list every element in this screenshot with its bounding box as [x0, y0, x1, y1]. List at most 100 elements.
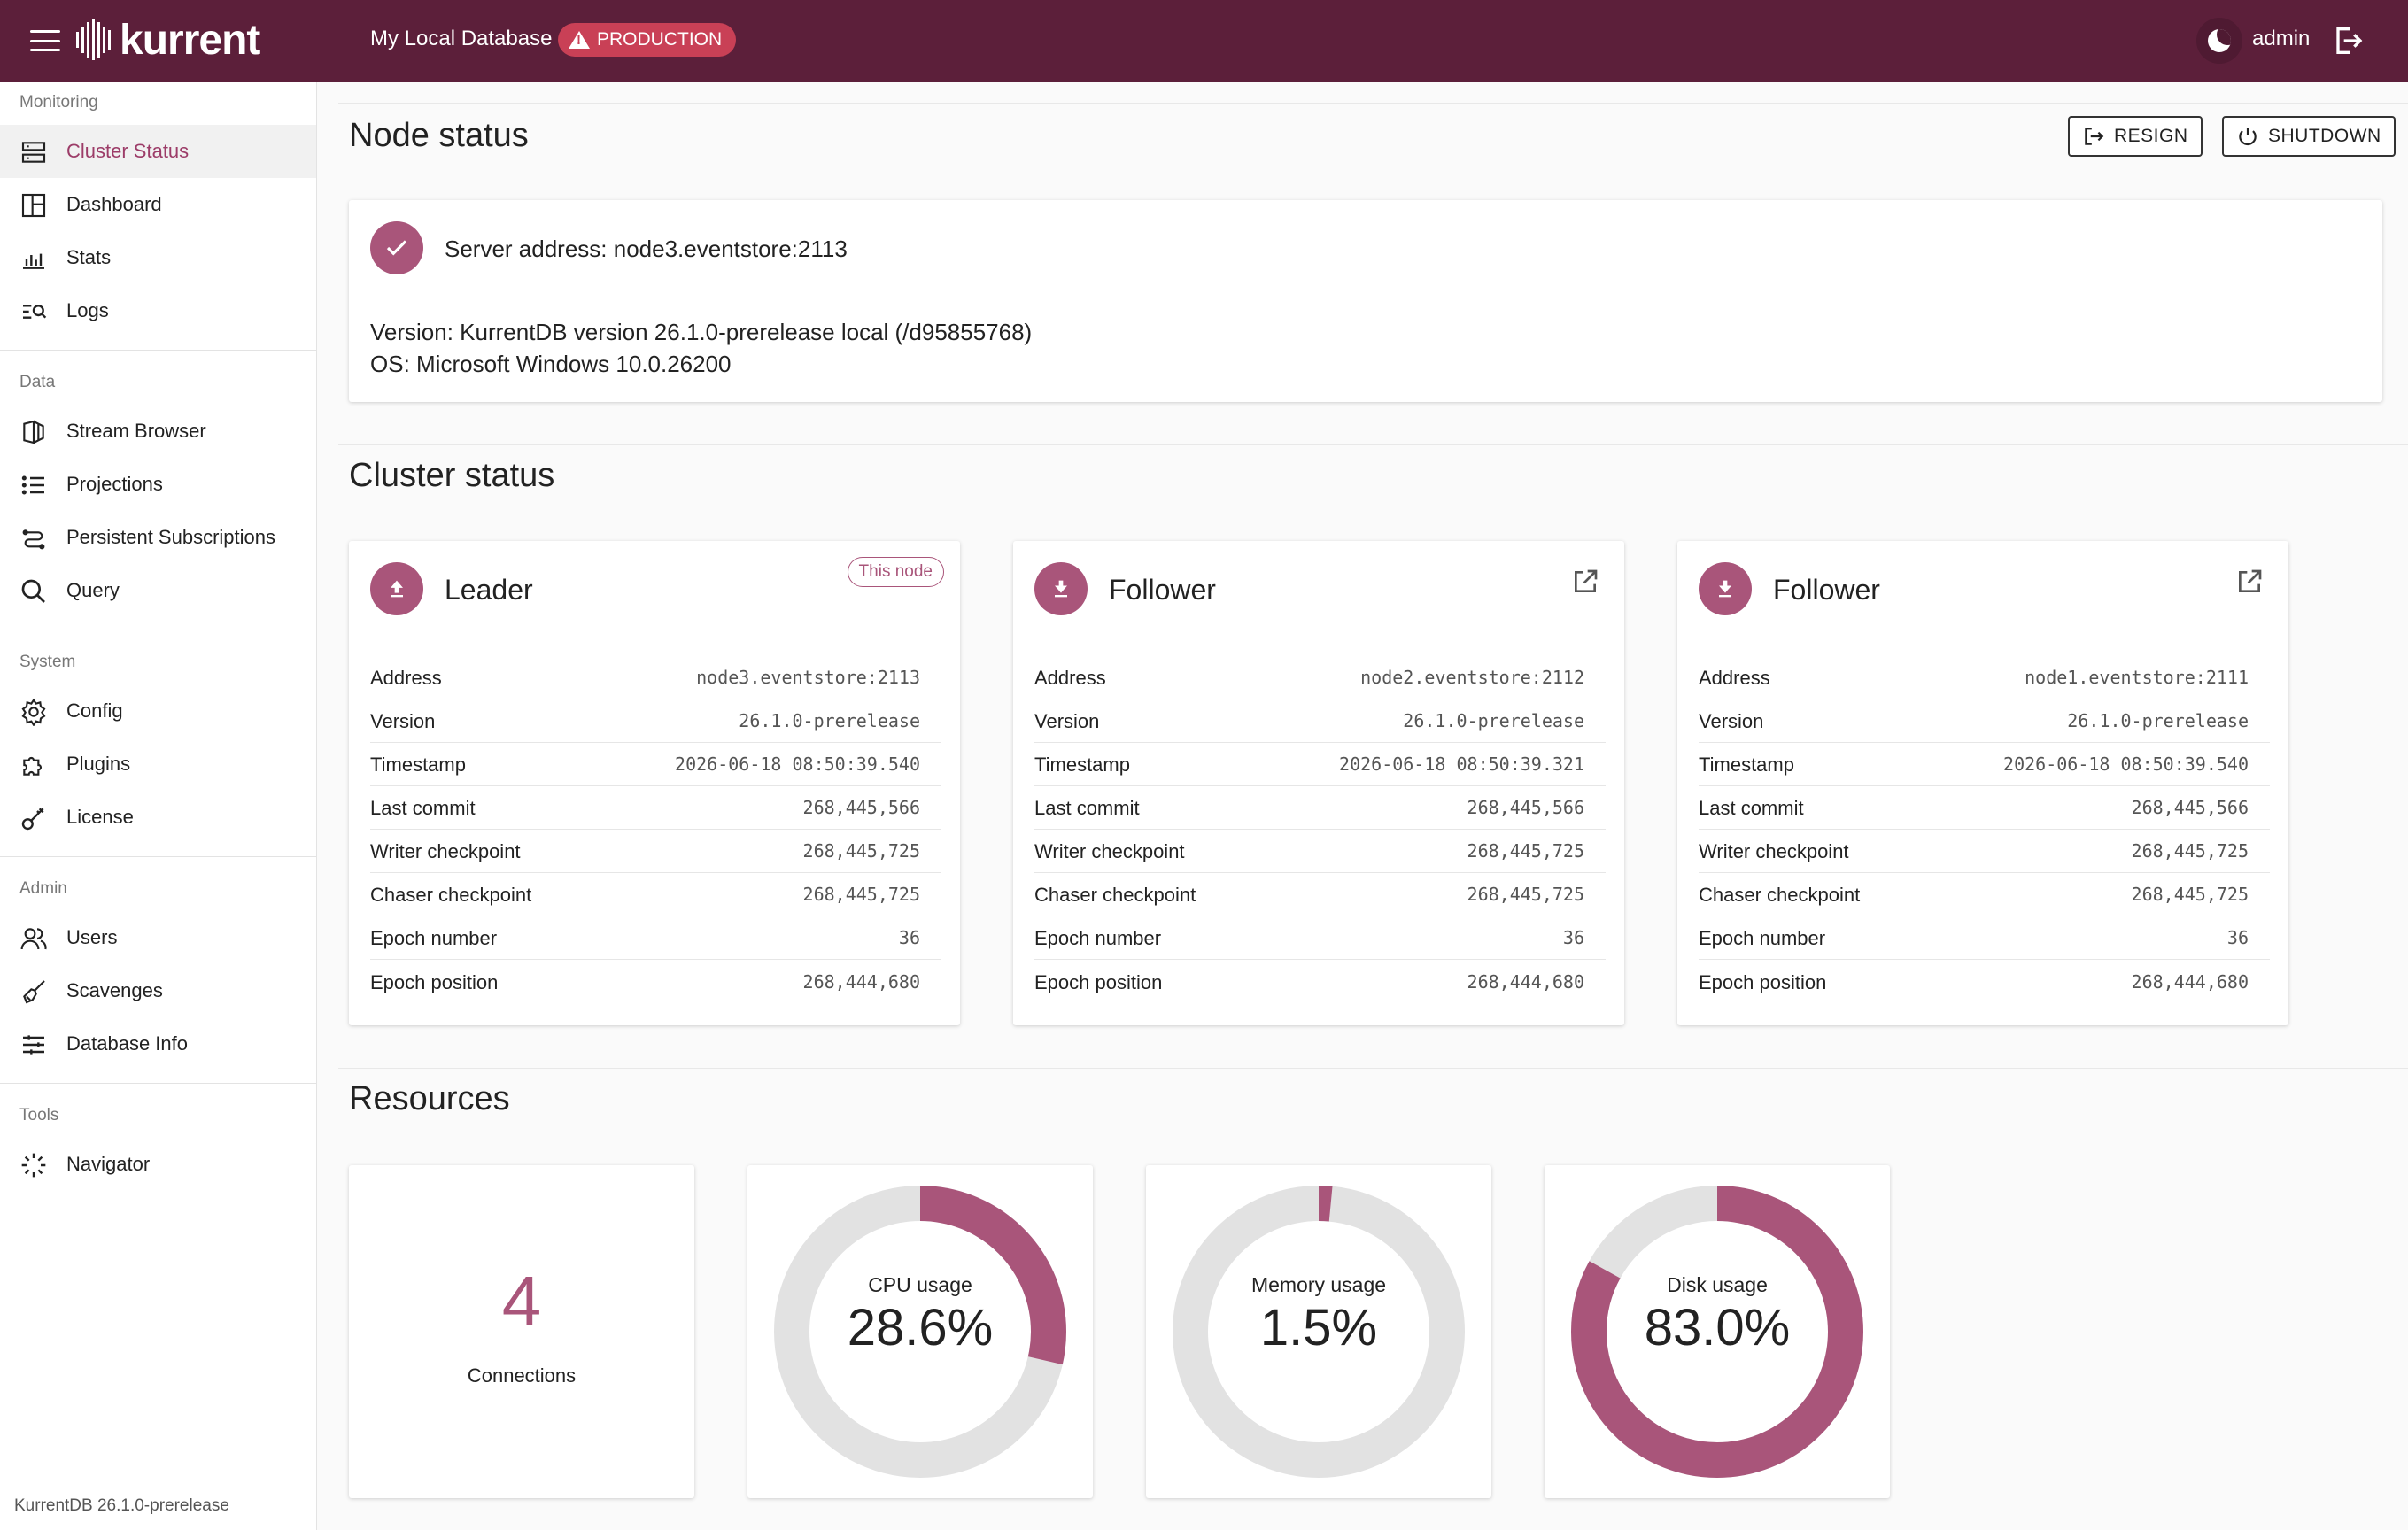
sidebar-item-persistent-subscriptions[interactable]: Persistent Subscriptions: [0, 511, 316, 564]
sidebar-divider: [0, 350, 316, 351]
sidebar-item-projections[interactable]: Projections: [0, 458, 316, 511]
sidebar-item-scavenges[interactable]: Scavenges: [0, 964, 316, 1017]
external-link-icon[interactable]: [1571, 568, 1599, 596]
section-title-tools: Tools: [19, 1106, 59, 1124]
sidebar-item-label: Cluster Status: [66, 140, 190, 162]
menu-icon[interactable]: [30, 25, 60, 57]
row-value: 268,445,725: [802, 840, 920, 862]
node-row: Epoch number 36: [1034, 916, 1606, 960]
theme-toggle-button[interactable]: [2196, 18, 2242, 64]
download-icon: [1034, 562, 1088, 615]
row-value: 268,444,680: [1467, 971, 1584, 993]
sidebar-item-stream-browser[interactable]: Stream Browser: [0, 405, 316, 458]
this-node-badge: This node: [847, 557, 944, 587]
row-key: Epoch position: [1699, 971, 1827, 993]
row-key: Address: [1699, 667, 1770, 689]
row-key: Chaser checkpoint: [1034, 884, 1196, 906]
section-divider: [338, 1068, 2408, 1069]
download-icon: [1699, 562, 1752, 615]
environment-badge: PRODUCTION: [558, 23, 737, 57]
row-key: Last commit: [1034, 797, 1140, 819]
node-row: Timestamp 2026-06-18 08:50:39.321: [1034, 743, 1606, 786]
gauge-value: 28.6%: [847, 1299, 994, 1356]
sidebar-item-label: Query: [66, 579, 120, 601]
sidebar-item-label: Navigator: [66, 1153, 151, 1175]
sidebar-item-plugins[interactable]: Plugins: [0, 738, 316, 791]
row-value: node3.eventstore:2113: [696, 667, 920, 688]
cpu-gauge: [774, 1186, 1066, 1478]
row-value: 268,445,566: [2131, 797, 2249, 818]
node-role: Follower: [1109, 574, 1216, 606]
sidebar: Monitoring Cluster Status Dashboard Stat…: [0, 82, 317, 1530]
sidebar-item-label: Projections: [66, 473, 163, 495]
section-title-admin: Admin: [19, 879, 67, 898]
resign-label: RESIGN: [2114, 126, 2188, 146]
sidebar-item-label: Plugins: [66, 753, 131, 775]
connections-count: 4: [501, 1262, 542, 1341]
key-icon: [21, 808, 44, 831]
memory-usage-card: Memory usage 1.5%: [1146, 1165, 1491, 1498]
gauge-label: Memory usage: [1250, 1273, 1387, 1296]
sidebar-item-users[interactable]: Users: [0, 911, 316, 964]
connections-card: 4 Connections: [349, 1165, 694, 1498]
node-card-follower: Follower Address node1.eventstore:2111 Ve…: [1677, 541, 2288, 1025]
row-value: 268,444,680: [2131, 971, 2249, 993]
logo-mark: [76, 19, 111, 60]
logout-icon[interactable]: [2329, 23, 2365, 58]
row-value: 268,445,725: [1467, 884, 1584, 905]
sidebar-item-stats[interactable]: Stats: [0, 231, 316, 284]
external-link-icon[interactable]: [2235, 568, 2264, 596]
row-value: 268,445,566: [802, 797, 920, 818]
sidebar-item-database-info[interactable]: Database Info: [0, 1017, 316, 1070]
row-key: Timestamp: [370, 753, 466, 776]
user-name[interactable]: admin: [2252, 27, 2311, 50]
row-key: Address: [1034, 667, 1106, 689]
resign-button[interactable]: RESIGN: [2068, 116, 2203, 157]
sidebar-item-label: Scavenges: [66, 979, 163, 1001]
row-key: Address: [370, 667, 442, 689]
upload-icon: [370, 562, 423, 615]
node-row: Version 26.1.0-prerelease: [1034, 699, 1606, 743]
node-row: Chaser checkpoint 268,445,725: [1034, 873, 1606, 916]
check-icon: [370, 221, 423, 274]
node-row: Timestamp 2026-06-18 08:50:39.540: [1699, 743, 2270, 786]
node-row: Writer checkpoint 268,445,725: [1699, 830, 2270, 873]
sidebar-item-navigator[interactable]: Navigator: [0, 1138, 316, 1191]
warning-icon: [569, 31, 590, 49]
cpu-usage-card: CPU usage 28.6%: [747, 1165, 1093, 1498]
sidebar-item-cluster-status[interactable]: Cluster Status: [0, 125, 316, 178]
row-key: Timestamp: [1699, 753, 1794, 776]
row-key: Writer checkpoint: [1034, 840, 1185, 862]
section-title-monitoring: Monitoring: [19, 93, 98, 112]
node-row: Writer checkpoint 268,445,725: [1034, 830, 1606, 873]
node-row: Version 26.1.0-prerelease: [370, 699, 941, 743]
sliders-icon: [23, 1035, 44, 1055]
gear-icon: [21, 698, 46, 726]
stream-icon: [23, 420, 44, 444]
row-key: Last commit: [370, 797, 476, 819]
server-icon: [21, 142, 46, 163]
row-key: Last commit: [1699, 797, 1804, 819]
sidebar-item-dashboard[interactable]: Dashboard: [0, 178, 316, 231]
sidebar-item-label: Database Info: [66, 1032, 188, 1055]
sidebar-item-label: License: [66, 806, 134, 828]
sidebar-item-license[interactable]: License: [0, 791, 316, 844]
sidebar-item-config[interactable]: Config: [0, 684, 316, 738]
row-value: 2026-06-18 08:50:39.540: [2003, 753, 2249, 775]
row-value: 268,445,725: [802, 884, 920, 905]
row-value: 36: [1562, 927, 1584, 948]
section-title-system: System: [19, 653, 76, 671]
gauge-value: 83.0%: [1644, 1299, 1791, 1356]
row-key: Version: [1034, 710, 1100, 732]
row-value: 268,444,680: [802, 971, 920, 993]
node-row: Epoch position 268,444,680: [1699, 960, 2270, 1003]
environment-label: PRODUCTION: [597, 29, 723, 50]
logo[interactable]: kurrent: [76, 17, 260, 64]
row-key: Epoch position: [370, 971, 499, 993]
row-key: Writer checkpoint: [370, 840, 521, 862]
gauge-label: Disk usage: [1667, 1273, 1768, 1296]
sidebar-item-query[interactable]: Query: [0, 564, 316, 617]
sidebar-item-logs[interactable]: Logs: [0, 284, 316, 337]
node-status-title: Node status: [349, 117, 529, 154]
shutdown-button[interactable]: SHUTDOWN: [2222, 116, 2396, 157]
